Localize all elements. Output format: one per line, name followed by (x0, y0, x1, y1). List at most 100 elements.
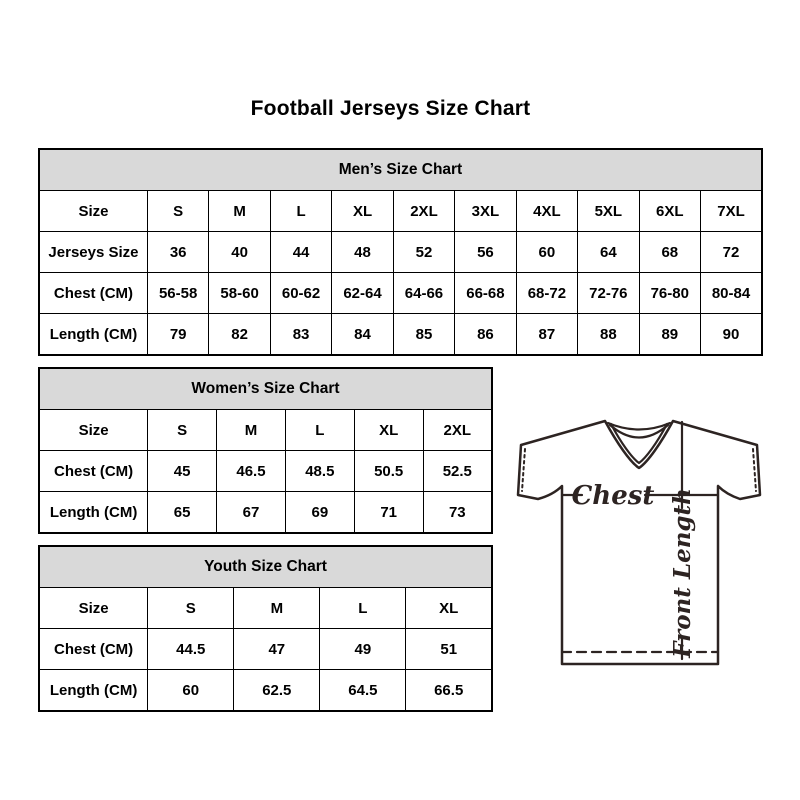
value-cell: 52 (392, 231, 456, 273)
value-cell: 60 (515, 231, 579, 273)
row-label-cell: Length (CM) (38, 313, 148, 356)
value-cell: 56-58 (146, 272, 210, 314)
value-cell: 47 (233, 628, 321, 670)
value-cell: 87 (515, 313, 579, 356)
value-cell: S (147, 409, 218, 451)
value-cell: 68-72 (515, 272, 579, 314)
value-cell: 86 (454, 313, 517, 356)
value-cell: 44 (269, 231, 333, 273)
value-cell: 40 (208, 231, 271, 273)
value-cell: 72 (700, 231, 763, 273)
row-label-cell: Chest (CM) (38, 272, 148, 314)
chest-measure-label: Chest (572, 481, 655, 511)
table-row: Size S M L XL (38, 587, 493, 629)
table-row: Length (CM) 79 82 83 84 85 86 87 88 89 90 (38, 313, 763, 356)
row-label-cell: Jerseys Size (38, 231, 148, 273)
youth-size-table: Youth Size Chart Size S M L XL Chest (CM) 44.5 4… (38, 545, 493, 712)
jersey-outline (516, 419, 762, 666)
table-row: Chest (CM) 44.5 47 49 51 (38, 628, 493, 670)
row-label-cell: Size (38, 409, 149, 451)
jersey-measurement-diagram: Chest Front Length (516, 419, 762, 666)
row-label-cell: Size (38, 587, 149, 629)
row-label-cell: Chest (CM) (38, 450, 149, 492)
table-row: Chest (CM) 56-58 58-60 60-62 62-64 64-66 66-68… (38, 272, 763, 314)
value-cell: 80-84 (700, 272, 763, 314)
value-cell: L (284, 409, 355, 451)
value-cell: 48 (331, 231, 394, 273)
mens-size-table: Men’s Size Chart Size S M L XL 2XL 3XL 4XL 5XL 6XL… (38, 148, 763, 356)
value-cell: 90 (700, 313, 763, 356)
value-cell: 69 (284, 491, 355, 534)
value-cell: 65 (147, 491, 218, 534)
value-cell: 6XL (638, 190, 702, 232)
value-cell: 52.5 (422, 450, 493, 492)
left-cuff-stitch (521, 448, 526, 492)
value-cell: 58-60 (208, 272, 271, 314)
value-cell: 71 (353, 491, 424, 534)
value-cell: 48.5 (284, 450, 355, 492)
value-cell: 84 (331, 313, 394, 356)
value-cell: S (147, 587, 235, 629)
value-cell: 88 (577, 313, 640, 356)
value-cell: 62.5 (233, 669, 321, 712)
table-header-row: Women’s Size Chart (38, 367, 493, 410)
value-cell: M (208, 190, 271, 232)
value-cell: 89 (638, 313, 702, 356)
collar-inner-vee (609, 422, 669, 465)
value-cell: 56 (454, 231, 517, 273)
value-cell: XL (331, 190, 394, 232)
value-cell: 64 (577, 231, 640, 273)
value-cell: 4XL (515, 190, 579, 232)
table-header-row: Youth Size Chart (38, 545, 493, 588)
value-cell: 2XL (392, 190, 456, 232)
row-label-cell: Length (CM) (38, 491, 149, 534)
table-row: Length (CM) 65 67 69 71 73 (38, 491, 493, 534)
value-cell: 2XL (422, 409, 493, 451)
value-cell: 60 (147, 669, 235, 712)
women-table-title: Women’s Size Chart (38, 367, 493, 410)
value-cell: 73 (422, 491, 493, 534)
front-length-measure-label: Front Length (669, 488, 696, 659)
value-cell: 68 (638, 231, 702, 273)
table-row: Size S M L XL 2XL 3XL 4XL 5XL 6XL 7XL (38, 190, 763, 232)
value-cell: 83 (269, 313, 333, 356)
value-cell: 5XL (577, 190, 640, 232)
page-title: Football Jerseys Size Chart (250, 97, 531, 120)
value-cell: L (269, 190, 333, 232)
value-cell: 50.5 (353, 450, 424, 492)
womens-size-table: Women’s Size Chart Size S M L XL 2XL Chest (CM)… (38, 367, 493, 534)
table-row: Length (CM) 60 62.5 64.5 66.5 (38, 669, 493, 712)
right-cuff-stitch (752, 448, 757, 492)
collar-rib-line (608, 423, 670, 439)
table-row: Size S M L XL 2XL (38, 409, 493, 451)
value-cell: 67 (216, 491, 286, 534)
value-cell: 51 (405, 628, 493, 670)
value-cell: 76-80 (638, 272, 702, 314)
collar-rib-line (606, 421, 672, 431)
value-cell: XL (405, 587, 493, 629)
men-table-title: Men’s Size Chart (38, 148, 763, 191)
value-cell: 3XL (454, 190, 517, 232)
value-cell: XL (353, 409, 424, 451)
value-cell: S (146, 190, 210, 232)
value-cell: 72-76 (577, 272, 640, 314)
value-cell: M (216, 409, 286, 451)
youth-table-title: Youth Size Chart (38, 545, 493, 588)
value-cell: 64.5 (319, 669, 407, 712)
value-cell: 44.5 (147, 628, 235, 670)
value-cell: L (319, 587, 407, 629)
value-cell: 45 (147, 450, 218, 492)
value-cell: 66.5 (405, 669, 493, 712)
value-cell: 46.5 (216, 450, 286, 492)
value-cell: 79 (146, 313, 210, 356)
table-row: Jerseys Size 36 40 44 48 52 56 60 64 68 72 (38, 231, 763, 273)
value-cell: 49 (319, 628, 407, 670)
value-cell: 60-62 (269, 272, 333, 314)
table-row: Chest (CM) 45 46.5 48.5 50.5 52.5 (38, 450, 493, 492)
value-cell: 66-68 (454, 272, 517, 314)
value-cell: 62-64 (331, 272, 394, 314)
value-cell: 82 (208, 313, 271, 356)
value-cell: 64-66 (392, 272, 456, 314)
value-cell: 85 (392, 313, 456, 356)
